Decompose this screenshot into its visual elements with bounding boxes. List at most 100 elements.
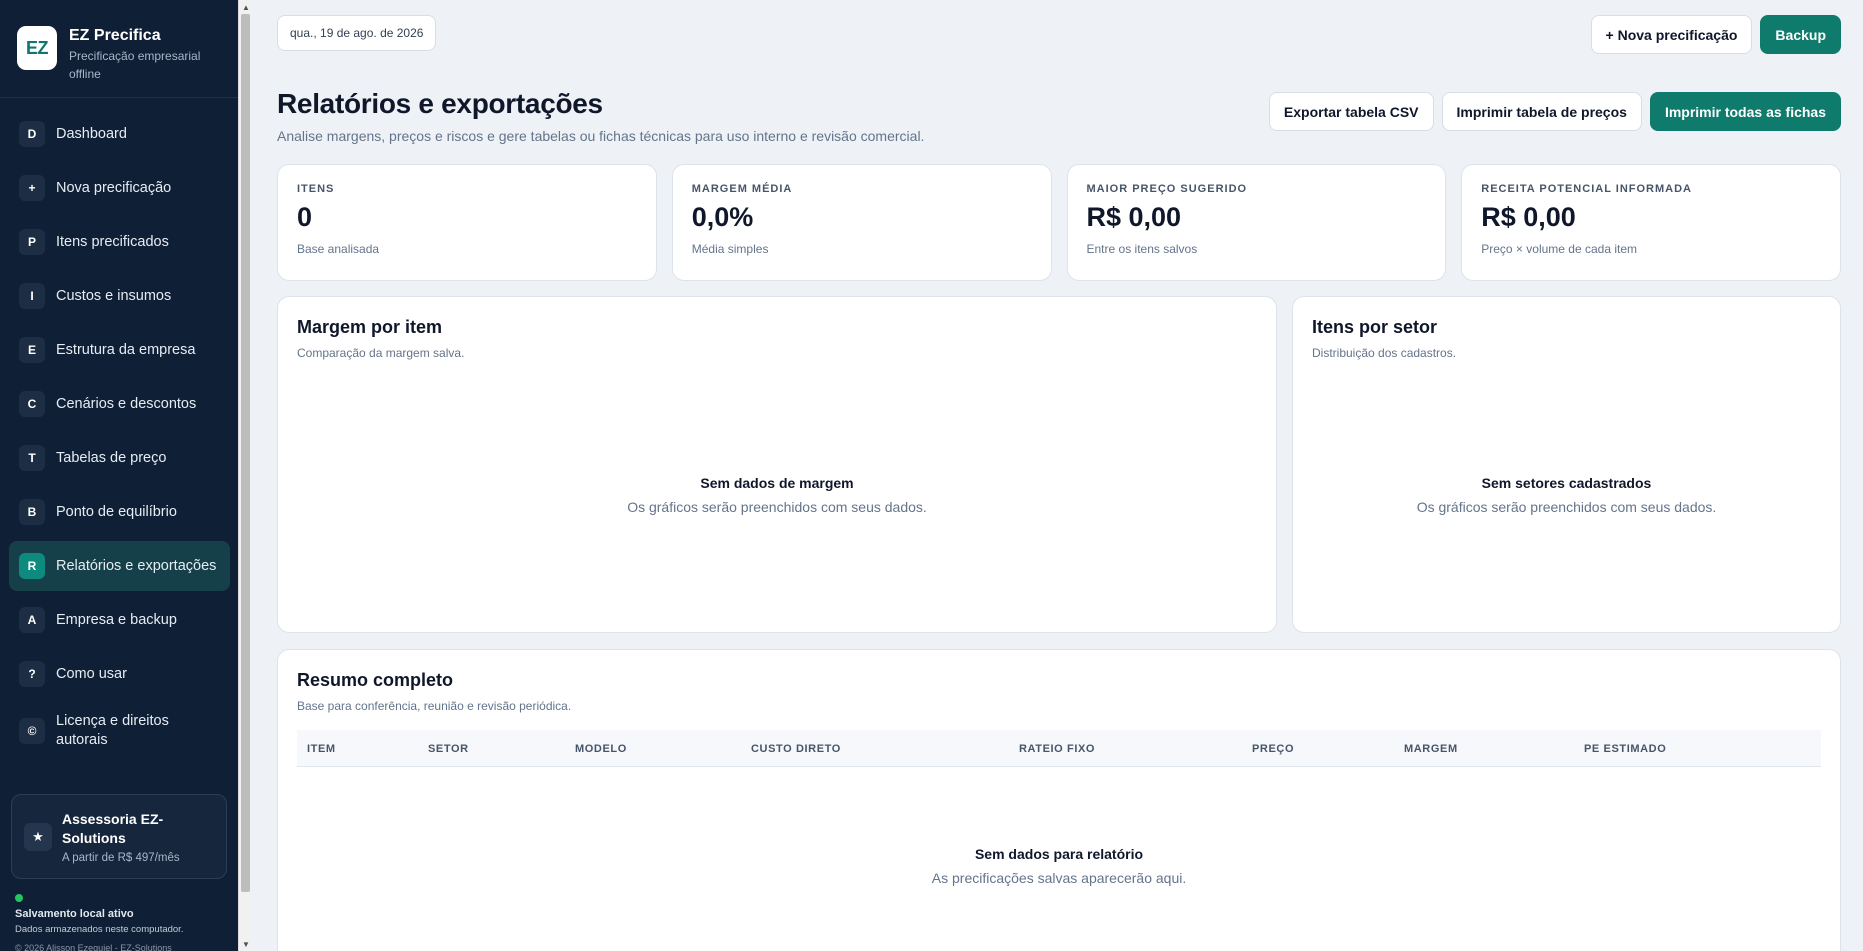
table-header: ITEM SETOR MODELO CUSTO DIRETO RATEIO FI… — [297, 730, 1821, 767]
main-content: qua., 19 de ago. de 2026 + Nova precific… — [252, 0, 1863, 951]
sidebar-item-label: Empresa e backup — [56, 611, 177, 628]
backup-button[interactable]: Backup — [1760, 15, 1841, 54]
stat-note: Entre os itens salvos — [1086, 242, 1198, 256]
stats-row: ITENS 0 Base analisada MARGEM MÉDIA 0,0%… — [277, 164, 1841, 281]
sidebar-item-label: Ponto de equilíbrio — [56, 503, 177, 520]
sidebar-item-ponto-equilibrio[interactable]: B Ponto de equilíbrio — [9, 487, 230, 537]
sidebar-item-licenca[interactable]: © Licença e direitos autorais — [9, 703, 230, 759]
stat-card-margem-media: MARGEM MÉDIA 0,0% Média simples — [671, 164, 1052, 281]
print-price-table-button[interactable]: Imprimir tabela de preços — [1441, 92, 1642, 131]
save-status: Salvamento local ativo Dados armazenados… — [15, 894, 183, 951]
brand-logo: EZ — [17, 26, 57, 70]
panel-subtitle: Comparação da margem salva. — [297, 346, 465, 360]
export-csv-button[interactable]: Exportar tabela CSV — [1268, 92, 1434, 131]
panel-title: Itens por setor — [1312, 317, 1438, 337]
status-dot-icon — [15, 894, 23, 902]
sidebar-item-label: Dashboard — [56, 125, 127, 142]
plus-icon: + — [19, 175, 45, 201]
column-header-modelo[interactable]: MODELO — [575, 742, 627, 755]
sidebar-item-label: Tabelas de preço — [56, 449, 167, 466]
page-title: Relatórios e exportações — [277, 88, 603, 119]
sidebar-item-custos-insumos[interactable]: I Custos e insumos — [9, 271, 230, 321]
help-icon: ? — [19, 661, 45, 687]
sector-chart-panel: Itens por setor Distribuição dos cadastr… — [1292, 296, 1841, 633]
sidebar-item-relatorios[interactable]: R Relatórios e exportações — [9, 541, 230, 591]
margin-chart-panel: Margem por item Comparação da margem sal… — [277, 296, 1277, 633]
costs-icon: I — [19, 283, 45, 309]
new-pricing-button[interactable]: + Nova precificação — [1590, 15, 1753, 54]
sidebar-item-nova-precificacao[interactable]: + Nova precificação — [9, 163, 230, 213]
sidebar-item-label: Como usar — [56, 665, 127, 682]
empty-state: Sem dados para relatório As precificaçõe… — [278, 846, 1840, 886]
print-all-sheets-button[interactable]: Imprimir todas as fichas — [1649, 92, 1841, 131]
scroll-down-icon[interactable]: ▼ — [242, 939, 250, 949]
page-subtitle: Analise margens, preços e riscos e gere … — [277, 128, 925, 144]
company-icon: A — [19, 607, 45, 633]
scroll-up-icon[interactable]: ▲ — [242, 2, 250, 12]
promo-card[interactable]: ★ Assessoria EZ-Solutions A partir de R$… — [11, 794, 227, 879]
empty-state-subtitle: Os gráficos serão preenchidos com seus d… — [1416, 499, 1717, 515]
stat-value: R$ 0,00 — [1086, 202, 1182, 232]
sidebar-item-estrutura-empresa[interactable]: E Estrutura da empresa — [9, 325, 230, 375]
sidebar-item-itens-precificados[interactable]: P Itens precificados — [9, 217, 230, 267]
stat-card-receita-potencial: RECEITA POTENCIAL INFORMADA R$ 0,00 Preç… — [1461, 164, 1841, 281]
sidebar-item-label: Nova precificação — [56, 179, 172, 196]
stat-label: MARGEM MÉDIA — [691, 183, 793, 195]
sidebar-item-como-usar[interactable]: ? Como usar — [9, 649, 230, 699]
sidebar: EZ EZ Precifica Precificação empresarial… — [0, 0, 238, 951]
empty-state-title: Sem dados para relatório — [974, 846, 1144, 862]
scenarios-icon: C — [19, 391, 45, 417]
column-header-margem[interactable]: MARGEM — [1404, 742, 1458, 755]
empty-state-subtitle: Os gráficos serão preenchidos com seus d… — [627, 499, 927, 515]
dashboard-icon: D — [19, 121, 45, 147]
sidebar-item-label: Licença e direitos autorais — [56, 713, 169, 748]
brand: EZ EZ Precifica Precificação empresarial… — [0, 0, 238, 98]
sidebar-scrollbar[interactable]: ▲ ▼ — [238, 0, 252, 951]
stat-card-maior-preco: MAIOR PREÇO SUGERIDO R$ 0,00 Entre os it… — [1066, 164, 1447, 281]
stat-label: MAIOR PREÇO SUGERIDO — [1086, 183, 1248, 195]
sidebar-item-label: Estrutura da empresa — [56, 341, 196, 358]
structure-icon: E — [19, 337, 45, 363]
items-icon: P — [19, 229, 45, 255]
save-status-subtitle: Dados armazenados neste computador. — [15, 924, 184, 935]
stat-note: Preço × volume de cada item — [1481, 242, 1637, 256]
breakeven-icon: B — [19, 499, 45, 525]
panel-subtitle: Distribuição dos cadastros. — [1312, 346, 1457, 360]
sidebar-item-label: Itens precificados — [56, 233, 169, 250]
sidebar-item-label: Cenários e descontos — [56, 395, 197, 412]
empty-state: Sem dados de margem Os gráficos serão pr… — [278, 475, 1276, 515]
star-icon: ★ — [24, 822, 52, 851]
stat-label: RECEITA POTENCIAL INFORMADA — [1481, 183, 1692, 195]
column-header-preco[interactable]: PREÇO — [1252, 742, 1295, 755]
column-header-custo-direto[interactable]: CUSTO DIRETO — [751, 742, 841, 755]
column-header-rateio-fixo[interactable]: RATEIO FIXO — [1019, 742, 1096, 755]
empty-state-title: Sem setores cadastrados — [1481, 475, 1652, 491]
panel-subtitle: Base para conferência, reunião e revisão… — [297, 699, 572, 713]
promo-title: Assessoria EZ-Solutions — [62, 810, 164, 846]
stat-value: 0,0% — [691, 202, 754, 232]
stat-value: R$ 0,00 — [1481, 202, 1576, 232]
sidebar-item-empresa-backup[interactable]: A Empresa e backup — [9, 595, 230, 645]
column-header-setor[interactable]: SETOR — [428, 742, 469, 755]
stat-value: 0 — [297, 202, 313, 232]
date-chip: qua., 19 de ago. de 2026 — [277, 15, 437, 51]
save-status-title: Salvamento local ativo — [15, 908, 134, 920]
reports-icon: R — [19, 553, 45, 579]
panel-title: Resumo completo — [297, 670, 454, 690]
page-header: Relatórios e exportações Analise margens… — [277, 88, 924, 144]
sidebar-item-dashboard[interactable]: D Dashboard — [9, 109, 230, 159]
empty-state: Sem setores cadastrados Os gráficos serã… — [1293, 475, 1840, 515]
column-header-pe-estimado[interactable]: PE ESTIMADO — [1584, 742, 1667, 755]
sidebar-item-label: Custos e insumos — [56, 287, 172, 304]
copyright-icon: © — [19, 718, 45, 744]
sidebar-item-tabelas-preco[interactable]: T Tabelas de preço — [9, 433, 230, 483]
column-header-item[interactable]: ITEM — [307, 742, 336, 755]
brand-subtitle: Precificação empresarial offline — [69, 49, 201, 81]
sidebar-item-cenarios-descontos[interactable]: C Cenários e descontos — [9, 379, 230, 429]
empty-state-subtitle: As precificações salvas aparecerão aqui. — [931, 870, 1187, 886]
stat-label: ITENS — [297, 183, 335, 195]
scroll-thumb[interactable] — [241, 14, 250, 892]
stat-note: Base analisada — [297, 242, 380, 256]
sidebar-nav: D Dashboard + Nova precificação P Itens … — [0, 98, 238, 759]
empty-state-title: Sem dados de margem — [700, 475, 854, 491]
